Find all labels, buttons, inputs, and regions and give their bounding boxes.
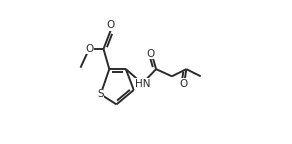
Text: O: O — [85, 44, 93, 54]
Text: O: O — [146, 49, 154, 59]
Text: HN: HN — [135, 78, 150, 89]
Text: O: O — [107, 20, 115, 30]
Text: S: S — [97, 89, 104, 99]
Text: O: O — [179, 79, 187, 89]
